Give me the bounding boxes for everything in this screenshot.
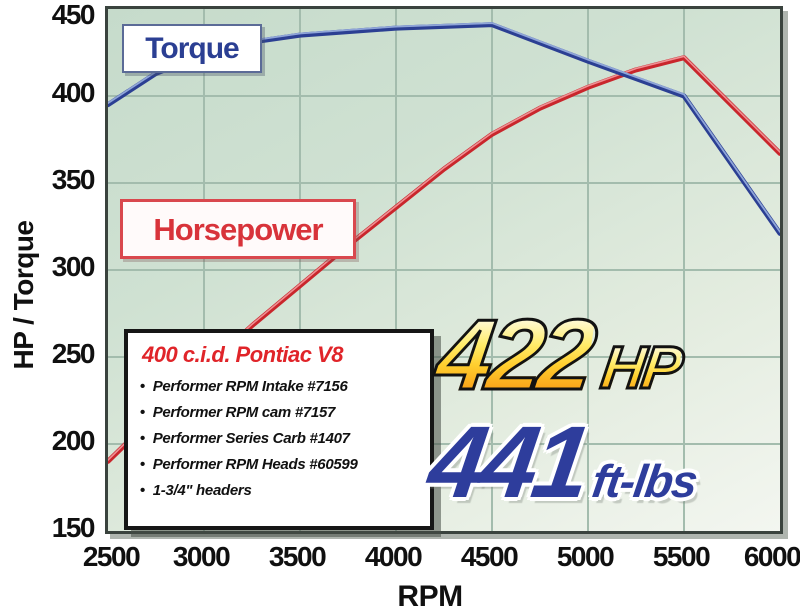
horsepower-label-text: Horsepower	[153, 211, 323, 247]
x-tick-5500: 5500	[652, 541, 711, 572]
spec-item: Performer RPM Intake #7156	[140, 374, 424, 400]
plot-area: Torque Horsepower 400 c.i.d. Pontiac V8 …	[105, 6, 783, 534]
horsepower-label-box: Horsepower	[120, 199, 356, 259]
x-tick-4500: 4500	[460, 541, 519, 572]
y-tick-450: 450	[51, 0, 96, 30]
y-tick-300: 300	[51, 251, 96, 282]
x-tick-3000: 3000	[172, 541, 231, 572]
peak-hp-callout: 422 HP	[429, 298, 687, 413]
y-tick-400: 400	[51, 77, 96, 108]
spec-item: Performer RPM Heads #60599	[140, 452, 424, 478]
x-axis-title: RPM	[397, 580, 463, 613]
y-tick-200: 200	[51, 425, 96, 456]
spec-item: Performer Series Carb #1407	[140, 426, 424, 452]
spec-item: 1-3/4" headers	[140, 478, 424, 504]
y-tick-350: 350	[51, 164, 96, 195]
peak-torque-callout: 441 ft-lbs	[422, 405, 705, 519]
x-tick-3500: 3500	[268, 541, 327, 572]
x-tick-2500: 2500	[82, 541, 141, 572]
torque-label-text: Torque	[145, 31, 239, 65]
specs-box: 400 c.i.d. Pontiac V8 Performer RPM Inta…	[124, 329, 434, 530]
peak-torque-value: 441	[422, 405, 594, 519]
y-tick-150: 150	[51, 512, 96, 543]
x-tick-5000: 5000	[556, 541, 615, 572]
torque-label-box: Torque	[122, 24, 262, 73]
peak-hp-unit: HP	[596, 333, 686, 403]
specs-title: 400 c.i.d. Pontiac V8	[142, 342, 344, 367]
peak-hp-value: 422	[429, 298, 600, 413]
y-tick-250: 250	[51, 338, 96, 369]
specs-list: Performer RPM Intake #7156Performer RPM …	[140, 374, 424, 504]
x-tick-6000: 6000	[743, 541, 800, 572]
peak-torque-unit: ft-lbs	[588, 455, 700, 508]
spec-item: Performer RPM cam #7157	[140, 400, 424, 426]
x-tick-4000: 4000	[364, 541, 423, 572]
